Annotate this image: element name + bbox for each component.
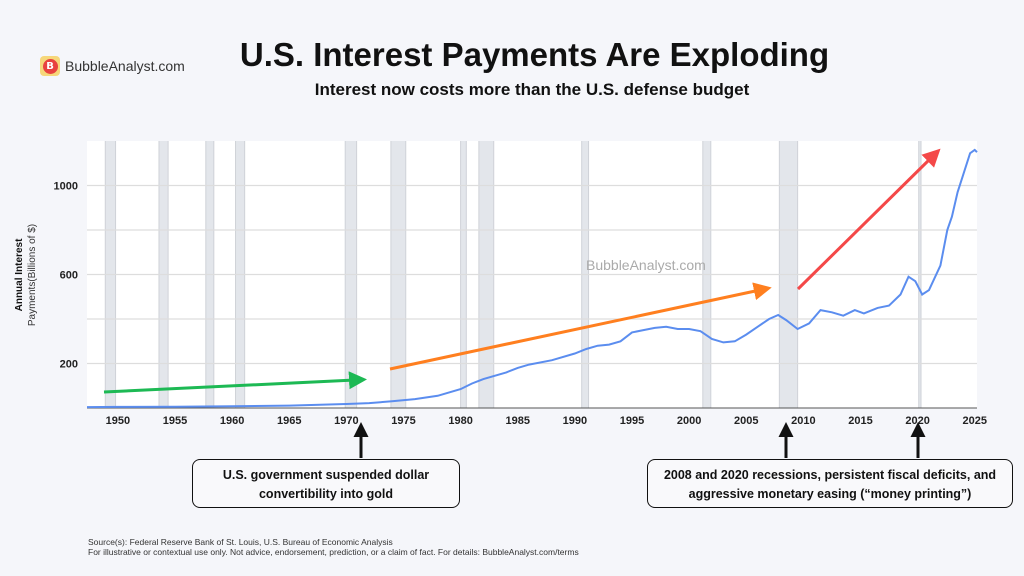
x-tick-label: 1950 xyxy=(106,415,130,427)
x-tick-label: 1960 xyxy=(220,415,244,427)
brand-logo: B BubbleAnalyst.com xyxy=(40,56,185,76)
y-tick-label: 200 xyxy=(60,359,78,371)
logo-icon: B xyxy=(40,56,60,76)
gold-callout: U.S. government suspended dollar convert… xyxy=(192,459,460,508)
recession-callout: 2008 and 2020 recessions, persistent fis… xyxy=(647,459,1013,508)
logo-letter: B xyxy=(42,58,58,74)
x-tick-label: 2025 xyxy=(962,415,986,427)
x-tick-label: 1975 xyxy=(391,415,415,427)
x-tick-label: 1995 xyxy=(620,415,644,427)
y-axis-label-line2: Payments(Billions of $) xyxy=(27,224,38,326)
page-subtitle: Interest now costs more than the U.S. de… xyxy=(314,80,750,99)
y-tick-label: 1000 xyxy=(54,181,78,193)
x-tick-label: 2000 xyxy=(677,415,701,427)
y-axis-label-line1: Annual Interest xyxy=(14,238,25,311)
gridlines xyxy=(87,184,977,365)
source-text: Source(s): Federal Reserve Bank of St. L… xyxy=(88,537,393,547)
x-tick-label: 2005 xyxy=(734,415,758,427)
orange-arrow xyxy=(389,282,772,371)
footer: Source(s): Federal Reserve Bank of St. L… xyxy=(88,537,579,557)
x-tick-label: 2020 xyxy=(905,415,929,427)
y-ticks: 200 600 1000 xyxy=(54,181,78,371)
watermark: BubbleAnalyst.com xyxy=(586,257,706,273)
red-arrow xyxy=(796,148,941,291)
green-arrow xyxy=(103,371,367,394)
page-title: U.S. Interest Payments Are Exploding xyxy=(239,36,830,73)
x-tick-label: 1965 xyxy=(277,415,301,427)
series-line xyxy=(86,148,978,409)
x-tick-label: 1990 xyxy=(563,415,587,427)
x-tick-label: 2010 xyxy=(791,415,815,427)
x-ticks: 1950 1955 1960 1965 1970 1975 1980 1985 1990 1995… xyxy=(106,415,987,427)
disclaimer-text: For illustrative or contextual use only.… xyxy=(88,547,579,557)
y-tick-label: 600 xyxy=(60,270,78,282)
x-tick-label: 2015 xyxy=(848,415,872,427)
x-tick-label: 1985 xyxy=(505,415,529,427)
brand-name: BubbleAnalyst.com xyxy=(65,58,185,74)
x-tick-label: 1970 xyxy=(334,415,358,427)
x-tick-label: 1955 xyxy=(163,415,187,427)
x-tick-label: 1980 xyxy=(448,415,472,427)
